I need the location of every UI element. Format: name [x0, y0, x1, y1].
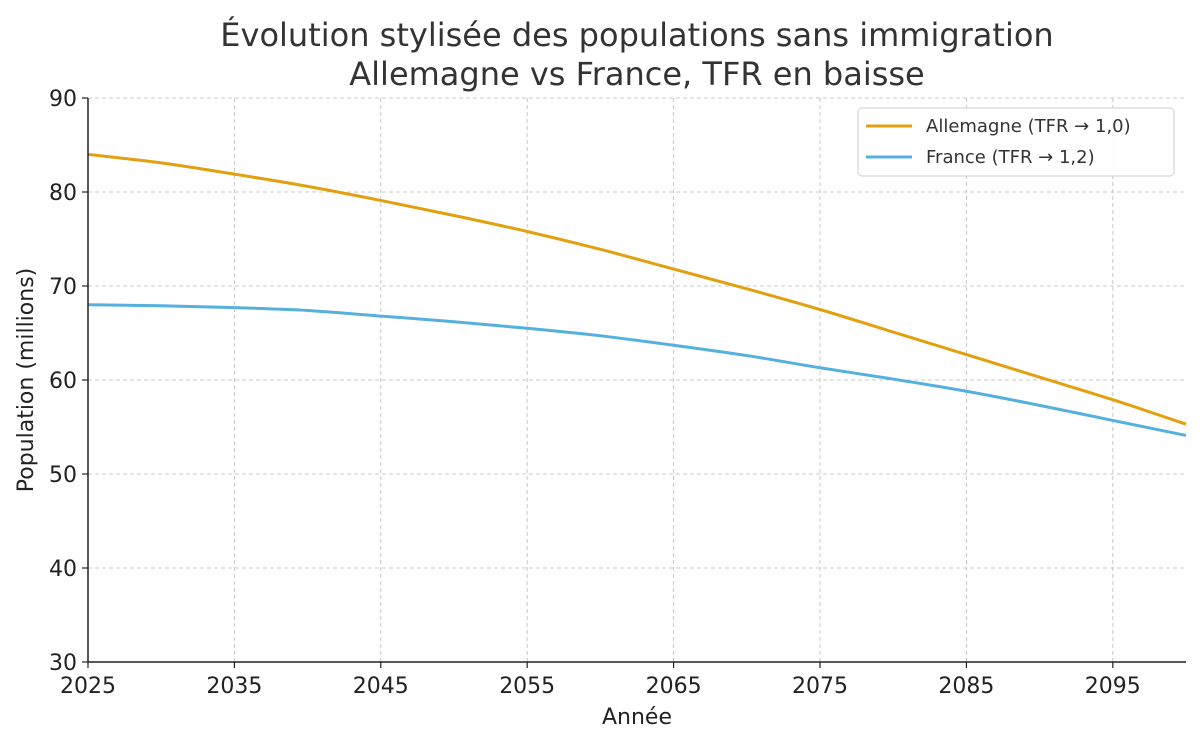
y-tick-label: 90 [49, 87, 77, 112]
legend: Allemagne (TFR → 1,0) France (TFR → 1,2) [857, 107, 1175, 177]
ticks: 2025 2035 2045 2055 2065 2075 2085 2095 30 40 50 60… [49, 87, 1141, 699]
x-tick-label: 2085 [938, 674, 994, 699]
y-tick-label: 40 [49, 557, 77, 582]
y-tick-label: 80 [49, 181, 77, 206]
y-tick-label: 70 [49, 275, 77, 300]
y-tick-label: 60 [49, 369, 77, 394]
legend-label-0: Allemagne (TFR → 1,0) [926, 116, 1131, 137]
series-line-0 [87, 152, 1187, 426]
legend-box [857, 107, 1175, 177]
chart-title: Évolution stylisée des populations sans … [220, 16, 1053, 93]
x-tick-label: 2035 [206, 674, 262, 699]
y-tick-label: 50 [49, 463, 77, 488]
y-axis-label: Population (millions) [14, 268, 39, 493]
x-tick-label: 2055 [499, 674, 555, 699]
x-axis-label: Année [602, 705, 672, 730]
x-tick-label: 2065 [646, 674, 702, 699]
grid [88, 97, 1186, 662]
x-tick-label: 2045 [353, 674, 409, 699]
series-line-1 [87, 303, 1187, 437]
legend-label-1: France (TFR → 1,2) [926, 147, 1095, 168]
series-lines [87, 152, 1187, 437]
x-tick-label: 2095 [1085, 674, 1141, 699]
y-tick-label: 30 [49, 651, 77, 676]
x-tick-label: 2025 [60, 674, 116, 699]
chart-title-line-1: Évolution stylisée des populations sans … [220, 16, 1053, 54]
chart-title-line-2: Allemagne vs France, TFR en baisse [349, 55, 924, 93]
x-tick-label: 2075 [792, 674, 848, 699]
